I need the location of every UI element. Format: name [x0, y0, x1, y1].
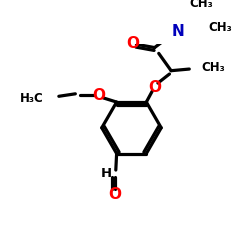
Text: CH₃: CH₃ [202, 61, 226, 74]
Text: O: O [148, 80, 161, 95]
Text: CH₃: CH₃ [189, 0, 213, 10]
Text: O: O [108, 187, 122, 202]
Text: O: O [92, 88, 105, 103]
Text: N: N [171, 24, 184, 38]
Text: H: H [101, 167, 112, 180]
Text: H₃C: H₃C [20, 92, 44, 105]
Text: O: O [126, 36, 139, 51]
Text: CH₃: CH₃ [208, 21, 232, 34]
